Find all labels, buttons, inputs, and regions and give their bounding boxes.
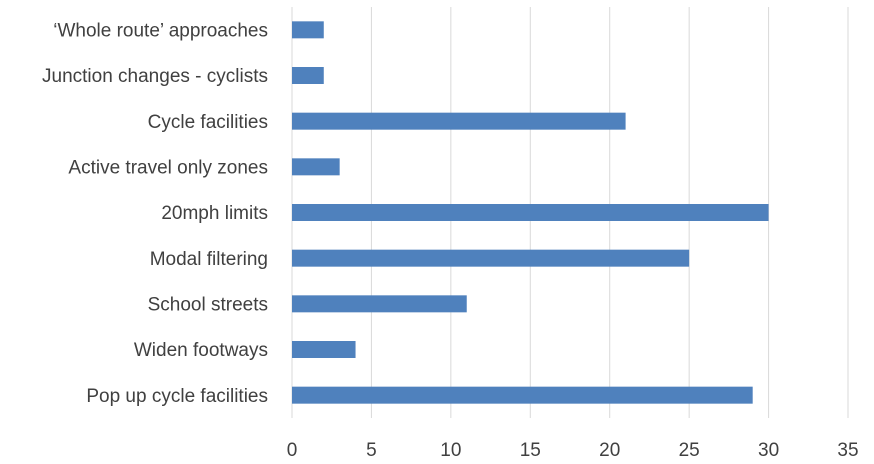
x-tick-label: 25: [679, 440, 700, 461]
x-tick-label: 5: [366, 440, 377, 461]
x-axis-tick-labels: 0 5 10 15 20 25 30 35: [287, 440, 859, 461]
bar: [292, 21, 324, 39]
x-tick-label: 30: [758, 440, 779, 461]
category-label: Modal filtering: [150, 249, 268, 270]
bar: [292, 386, 753, 404]
category-label: Pop up cycle facilities: [86, 386, 268, 407]
bar: [292, 249, 690, 267]
category-label: 20mph limits: [161, 203, 268, 224]
x-tick-label: 0: [287, 440, 298, 461]
bar: [292, 158, 340, 176]
bar: [292, 204, 769, 221]
category-label: Junction changes - cyclists: [42, 66, 268, 87]
category-labels: ‘Whole route’ approaches Junction changes…: [42, 20, 268, 406]
category-label: Widen footways: [134, 340, 268, 361]
x-tick-label: 35: [837, 440, 858, 461]
category-label: Active travel only zones: [68, 157, 268, 178]
bars: [292, 21, 769, 404]
x-tick-label: 20: [599, 440, 620, 461]
category-label: ‘Whole route’ approaches: [53, 20, 268, 41]
category-label: Cycle facilities: [148, 112, 268, 133]
bar: [292, 341, 356, 358]
bar: [292, 112, 626, 130]
bar: [292, 295, 467, 313]
x-tick-label: 10: [440, 440, 461, 461]
bar: [292, 67, 324, 84]
category-label: School streets: [148, 294, 268, 315]
x-tick-label: 15: [520, 440, 541, 461]
